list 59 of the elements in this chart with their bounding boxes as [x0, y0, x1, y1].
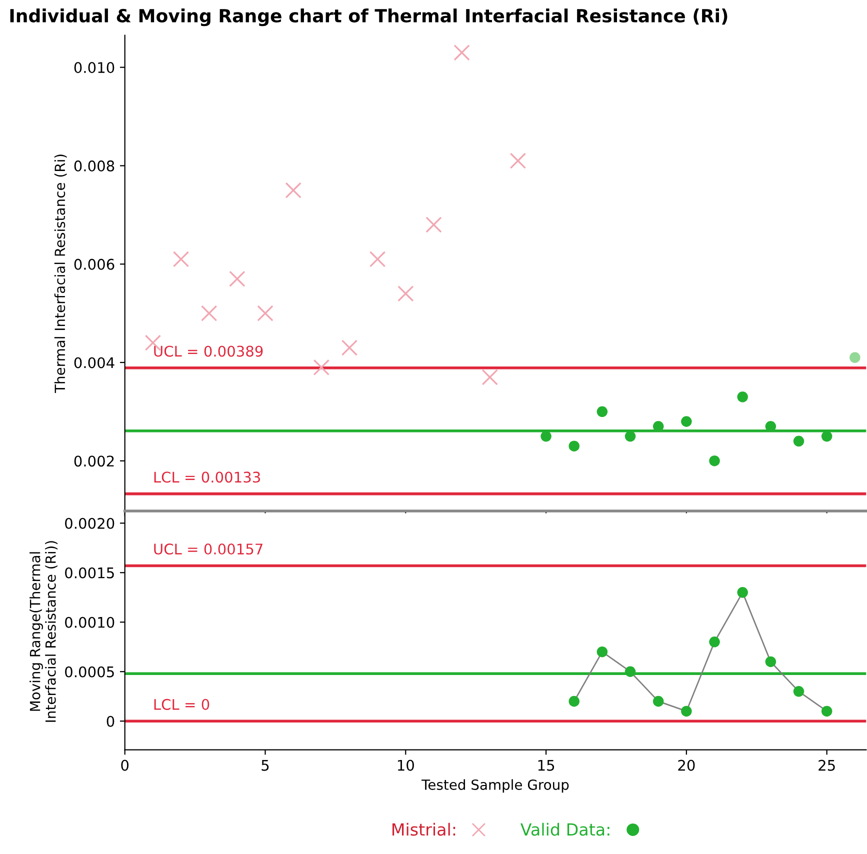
point: [681, 416, 692, 427]
y-tick-label: 0.010: [74, 62, 114, 74]
point: [341, 340, 358, 356]
ref-line-label: LCL = 0.00133: [154, 472, 260, 483]
x-tick-label: 15: [538, 760, 554, 771]
point: [793, 686, 804, 697]
ref-line-label: UCL = 0.00157: [154, 544, 262, 555]
x-tick-label: 20: [678, 760, 695, 771]
point: [568, 440, 580, 452]
x-axis-title: Tested Sample Group: [422, 779, 569, 793]
point: [200, 305, 218, 322]
ref-line-label: LCL = 0: [154, 698, 210, 710]
point: [821, 706, 832, 717]
x-tick-label: 10: [398, 760, 414, 771]
point: [850, 352, 860, 363]
point: [737, 587, 748, 598]
y-tick-label: 0.0010: [65, 616, 114, 628]
legend-label: Mistrial:: [392, 822, 456, 836]
point: [540, 430, 552, 442]
y-tick-label: 0: [106, 716, 114, 727]
point: [454, 44, 470, 61]
point: [624, 430, 636, 442]
point: [652, 696, 664, 707]
point: [709, 636, 720, 648]
point: [510, 152, 526, 169]
point: [568, 696, 580, 707]
point: [681, 706, 692, 717]
y-tick-label: 0.002: [74, 456, 114, 467]
point: [624, 666, 636, 677]
point: [793, 436, 804, 447]
point: [596, 646, 608, 658]
y-tick-label: 0.0005: [65, 666, 114, 678]
chart-title: Individual & Moving Range chart of Thermal Interfacial Resistance (Ri): [10, 8, 728, 26]
point: [737, 392, 748, 402]
point: [596, 406, 608, 418]
y-tick-label: 0.004: [74, 357, 114, 368]
point: [765, 656, 776, 668]
point: [313, 359, 330, 376]
y-tick-label: 0.006: [74, 258, 114, 270]
y-axis-title: Moving Range(Thermal Interfacial Resistance (Ri)): [30, 541, 58, 722]
x-tick-label: 25: [818, 760, 835, 771]
point: [369, 251, 386, 268]
point: [229, 270, 246, 287]
point: [398, 285, 414, 302]
y-tick-label: 0.0015: [65, 567, 114, 578]
point: [482, 369, 498, 386]
point: [172, 251, 190, 268]
point: [821, 430, 832, 442]
x-tick-label: 0: [121, 760, 129, 771]
point: [709, 455, 720, 466]
point: [426, 216, 442, 233]
point: [257, 305, 274, 322]
x-tick-label: 5: [262, 760, 269, 771]
ref-line-label: UCL = 0.00389: [154, 346, 263, 357]
y-tick-label: 0.008: [74, 160, 114, 172]
point: [285, 182, 302, 198]
y-tick-label: 0.0020: [65, 518, 114, 529]
y-axis-title: Thermal Interfacial Resistance (Ri): [54, 154, 67, 393]
legend-label: Valid Data:: [520, 822, 610, 836]
